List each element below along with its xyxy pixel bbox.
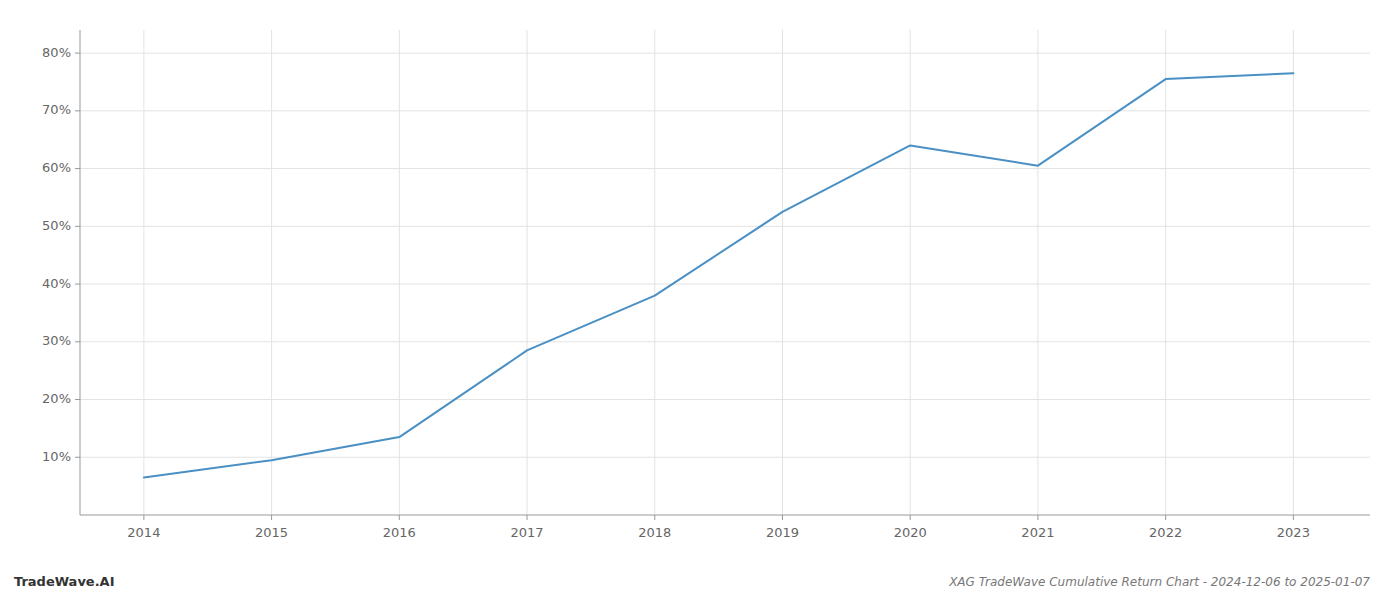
tick-label: 50% (42, 218, 71, 233)
tick-mark (75, 168, 80, 169)
watermark: TradeWave.AI (14, 574, 115, 589)
grid-line (80, 53, 1370, 54)
tick-label: 2021 (1021, 525, 1054, 540)
tick-mark (75, 226, 80, 227)
tick-label: 2015 (255, 525, 288, 540)
grid-line (1165, 30, 1166, 515)
grid-line (782, 30, 783, 515)
x-axis-line (80, 515, 1370, 516)
background (0, 0, 1400, 600)
grid-line (80, 226, 1370, 227)
tick-label: 70% (42, 102, 71, 117)
tick-mark (654, 515, 655, 520)
tick-mark (75, 284, 80, 285)
tick-label: 2022 (1149, 525, 1182, 540)
grid-line (527, 30, 528, 515)
tick-label: 20% (42, 391, 71, 406)
tick-label: 80% (42, 45, 71, 60)
chart-container: 10% 20% 30% 40% 50% 60% 70% 80% 2014 2015 2016 2017… (0, 0, 1400, 600)
tick-label: 2016 (383, 525, 416, 540)
axes: 10% 20% 30% 40% 50% 60% 70% 80% 2014 2015 2016 2017… (42, 30, 1370, 540)
grid-line (271, 30, 272, 515)
tick-mark (782, 515, 783, 520)
grid-line (143, 30, 144, 515)
tick-mark (75, 399, 80, 400)
grid-line (910, 30, 911, 515)
tick-mark (271, 515, 272, 520)
tick-label: 2019 (766, 525, 799, 540)
grid-line (80, 110, 1370, 111)
grid (80, 30, 1370, 515)
grid-line (654, 30, 655, 515)
plot-data (144, 73, 1294, 477)
tick-mark (75, 341, 80, 342)
tick-mark (527, 515, 528, 520)
grid-line (1037, 30, 1038, 515)
tick-mark (75, 110, 80, 111)
tick-mark (910, 515, 911, 520)
tick-label: 60% (42, 160, 71, 175)
title: XAG TradeWave Cumulative Return Chart - … (948, 575, 1370, 589)
tick-mark (399, 515, 400, 520)
tick-label: 2023 (1277, 525, 1310, 540)
tick-mark (1165, 515, 1166, 520)
tick-label: 40% (42, 276, 71, 291)
tick-mark (1293, 515, 1294, 520)
grid-line (80, 457, 1370, 458)
tick-label: 10% (42, 449, 71, 464)
tick-mark (143, 515, 144, 520)
y-axis-line (80, 30, 81, 515)
tick-label: 2017 (510, 525, 543, 540)
grid-line (1293, 30, 1294, 515)
tick-mark (75, 53, 80, 54)
grid-line (399, 30, 400, 515)
tick-label: 2014 (127, 525, 160, 540)
chart: 10% 20% 30% 40% 50% 60% 70% 80% 2014 2015 2016 2017… (0, 0, 1400, 600)
grid-line (80, 399, 1370, 400)
line (144, 73, 1294, 477)
tick-mark (1037, 515, 1038, 520)
tick-mark (75, 457, 80, 458)
tick-label: 2020 (894, 525, 927, 540)
grid-line (80, 168, 1370, 169)
grid-line (80, 284, 1370, 285)
tick-label: 30% (42, 333, 71, 348)
tick-label: 2018 (638, 525, 671, 540)
grid-line (80, 341, 1370, 342)
